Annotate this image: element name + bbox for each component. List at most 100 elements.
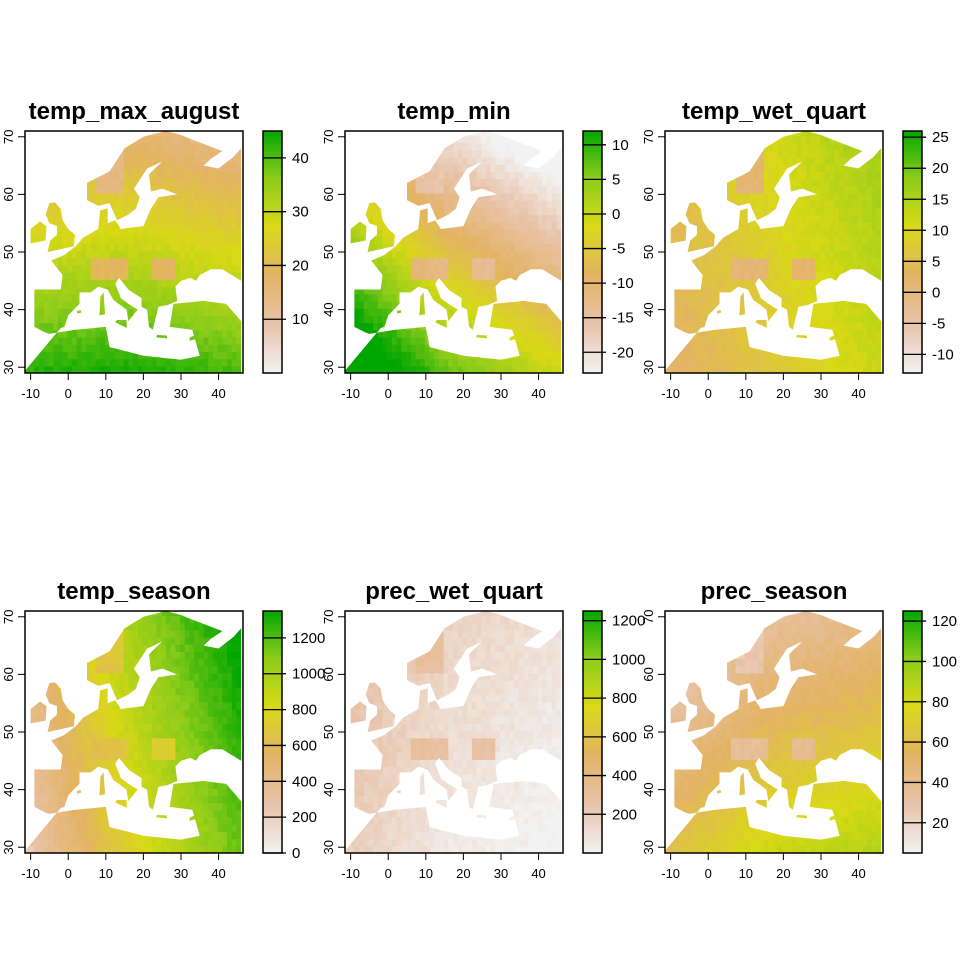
raster-cell (815, 300, 821, 309)
raster-cell (415, 149, 421, 158)
raster-cell (500, 351, 506, 360)
raster-cell (227, 322, 233, 331)
raster-cell (514, 207, 520, 216)
raster-cell (123, 264, 129, 273)
raster-cell (669, 131, 675, 136)
raster-cell (471, 214, 478, 223)
raster-cell (532, 250, 539, 259)
raster-cell (448, 293, 454, 302)
raster-cell (354, 300, 360, 309)
raster-cell (142, 192, 148, 201)
raster-cell (796, 131, 802, 136)
raster-cell (679, 344, 685, 352)
raster-cell (683, 185, 690, 194)
raster-cell (354, 336, 360, 345)
raster-cell (227, 300, 233, 309)
raster-cell (175, 279, 181, 288)
raster-cell (448, 257, 454, 266)
raster-cell (848, 156, 854, 165)
raster-cell (118, 221, 125, 230)
raster-cell (76, 192, 82, 201)
raster-cell (71, 171, 78, 180)
raster-cell (721, 228, 727, 237)
raster-cell (537, 300, 543, 309)
raster-cell (763, 207, 769, 216)
raster-cell (236, 315, 242, 324)
raster-cell (871, 250, 878, 259)
raster-cell (147, 279, 153, 288)
raster-cell (212, 272, 219, 280)
raster-cell (721, 293, 727, 302)
raster-cell (180, 272, 186, 280)
raster-cell (184, 156, 191, 165)
raster-cell (377, 135, 384, 144)
raster-cell (777, 214, 784, 223)
raster-cell (410, 336, 417, 345)
raster-cell (438, 200, 445, 208)
raster-cell (373, 178, 379, 187)
raster-cell (462, 192, 468, 201)
raster-cell (57, 171, 64, 180)
raster-cell (476, 344, 482, 352)
raster-cell (236, 351, 242, 360)
raster-cell (707, 308, 713, 316)
raster-cell (114, 272, 120, 280)
raster-cell (805, 250, 812, 259)
raster-cell (359, 279, 365, 288)
raster-cell (76, 131, 82, 136)
raster-cell (791, 214, 798, 223)
raster-cell (133, 192, 139, 201)
raster-cell (236, 156, 242, 165)
raster-cell (175, 192, 181, 201)
raster-cell (820, 293, 826, 302)
raster-cell (142, 279, 148, 288)
raster-cell (871, 365, 878, 373)
raster-cell (151, 257, 158, 266)
raster-cell (532, 178, 539, 187)
raster-cell (768, 221, 774, 230)
raster-cell (740, 257, 746, 266)
raster-cell (48, 164, 54, 172)
raster-cell (697, 236, 704, 244)
raster-cell (377, 300, 384, 309)
raster-cell (514, 243, 520, 252)
raster-cell (76, 365, 82, 373)
raster-cell (114, 336, 120, 345)
raster-cell (679, 351, 685, 360)
raster-cell (67, 300, 73, 309)
raster-cell (674, 214, 680, 223)
raster-cell (773, 192, 779, 201)
raster-cell (514, 358, 520, 367)
raster-cell (495, 358, 501, 367)
raster-cell (76, 243, 82, 252)
raster-cell (805, 344, 812, 352)
raster-cell (25, 344, 31, 352)
raster-cell (194, 149, 200, 158)
raster-cell (86, 156, 92, 165)
raster-cell (881, 179, 886, 187)
raster-cell (128, 272, 134, 280)
raster-cell (462, 308, 468, 316)
raster-cell (198, 171, 205, 180)
raster-cell (514, 221, 520, 230)
raster-cell (354, 322, 360, 331)
raster-cell (198, 135, 205, 144)
raster-cell (241, 150, 246, 158)
raster-cell (349, 279, 355, 288)
raster-cell (523, 293, 529, 302)
raster-cell (76, 178, 82, 187)
raster-cell (824, 300, 831, 309)
raster-cell (434, 293, 440, 302)
raster-cell (801, 142, 807, 151)
raster-cell (118, 171, 125, 180)
raster-cell (382, 192, 388, 201)
raster-cell (114, 257, 120, 266)
raster-cell (137, 329, 144, 338)
raster-cell (438, 156, 445, 165)
legend-swatch (263, 344, 282, 350)
raster-cell (86, 344, 92, 352)
raster-cell (86, 250, 92, 259)
raster-cell (518, 149, 525, 158)
raster-cell (95, 272, 101, 280)
raster-cell (683, 243, 690, 252)
